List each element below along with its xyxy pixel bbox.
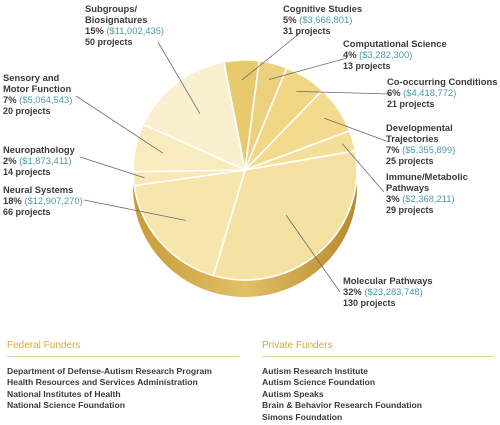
federal-funder-item: National Science Foundation: [7, 400, 125, 411]
leader-line: [75, 95, 164, 154]
slice-name: Biosignatures: [85, 14, 148, 25]
private-funders-list: Autism Research Institute Autism Science…: [262, 366, 494, 423]
slice-value: 32% ($23,283,748): [343, 286, 423, 297]
slice-projects: 31 projects: [283, 26, 331, 36]
slice-name: Developmental: [386, 122, 453, 133]
slice-name: Subgroups/: [85, 3, 137, 14]
slice-value: 2% ($1,873,411): [3, 155, 72, 166]
federal-funders-list: Department of Defense-Autism Research Pr…: [7, 366, 239, 412]
leader-line: [296, 90, 391, 95]
private-funder-item: Autism Speaks: [262, 388, 324, 399]
pie-slice: [212, 150, 358, 281]
slice-projects: 29 projects: [386, 205, 434, 215]
slice-name: Motor Function: [3, 83, 71, 94]
leader-line: [157, 41, 201, 114]
pie-slice: [133, 169, 247, 277]
leader-line: [285, 214, 341, 293]
slice-projects: 14 projects: [3, 167, 51, 177]
leader-line: [341, 143, 385, 193]
federal-funder-item: National Institutes of Health: [7, 388, 121, 399]
private-funders: Private Funders Autism Research Institut…: [262, 340, 494, 423]
slice-value: 5% ($3,666,801): [283, 14, 352, 25]
slice-projects: 130 projects: [343, 298, 396, 308]
slice-name: Trajectories: [386, 133, 439, 144]
leader-line: [83, 199, 186, 221]
slice-projects: 50 projects: [85, 37, 133, 47]
leader-line: [324, 117, 390, 143]
leader-line: [241, 32, 301, 81]
private-funder-item: Simons Foundation: [262, 411, 343, 422]
federal-funders-heading: Federal Funders: [7, 340, 239, 357]
slice-name: Co-occurring Conditions: [387, 76, 497, 87]
slice-name: Neural Systems: [3, 184, 73, 195]
federal-funders: Federal Funders Department of Defense-Au…: [7, 340, 239, 412]
federal-funder-item: Department of Defense-Autism Research Pr…: [7, 366, 212, 376]
slice-projects: 13 projects: [343, 61, 391, 71]
private-funder-item: Autism Science Foundation: [262, 377, 376, 388]
slice-name: Immune/Metabolic: [386, 171, 468, 182]
slice-name: Computational Science: [343, 38, 447, 49]
slice-projects: 66 projects: [3, 207, 51, 217]
slice-value: 18% ($12,907,270): [3, 195, 83, 206]
federal-funder-item: Health Resources and Services Administra…: [7, 377, 198, 388]
slice-name: Pathways: [386, 182, 429, 193]
slice-name: Sensory and: [3, 72, 60, 83]
slice-value: 15% ($11,002,435): [85, 25, 164, 36]
slice-projects: 21 projects: [387, 99, 435, 109]
private-funder-item: Brain & Behavior Research Foundation: [262, 400, 422, 411]
slice-projects: 25 projects: [386, 156, 434, 166]
slice-value: 3% ($2,368,211): [386, 193, 455, 204]
slice-name: Molecular Pathways: [343, 275, 433, 286]
private-funder-item: Autism Research Institute: [262, 366, 369, 376]
private-funders-heading: Private Funders: [262, 340, 494, 357]
slice-value: 7% ($5,355,899): [386, 144, 455, 155]
leader-line: [79, 156, 145, 179]
pie-slice: [142, 61, 247, 172]
slice-name: Neuropathology: [3, 144, 76, 155]
slice-projects: 20 projects: [3, 106, 51, 116]
leader-line: [268, 57, 348, 80]
slice-value: 4% ($3,282,300): [343, 49, 412, 60]
slice-value: 7% ($5,064,543): [3, 94, 72, 105]
slice-value: 6% ($4,418,772): [387, 87, 456, 98]
slice-name: Cognitive Studies: [283, 3, 362, 14]
